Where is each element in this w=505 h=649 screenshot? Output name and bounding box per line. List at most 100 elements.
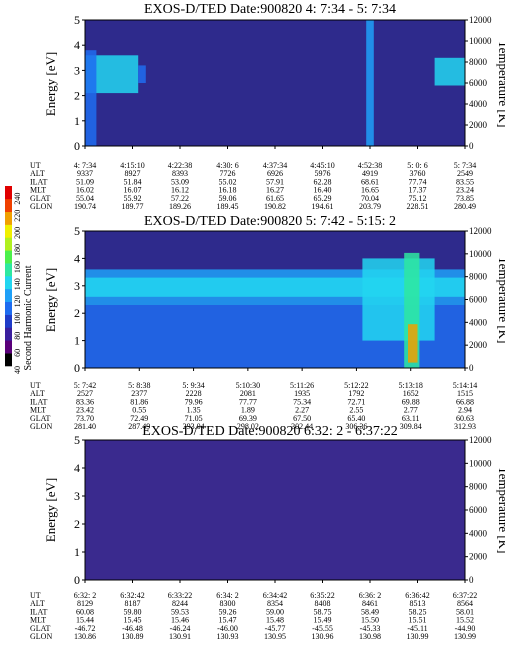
ephemeris-cell: 130.99 — [454, 632, 476, 641]
ephemeris-cell: 228.51 — [407, 202, 429, 211]
colorbar-tick-label: 220 — [13, 210, 22, 222]
ephemeris-cell: 60.63 — [456, 414, 474, 423]
colorbar-tick-label: 160 — [13, 261, 22, 273]
y-tick-label: 3 — [74, 63, 80, 77]
ephemeris-cell: 4:30: 6 — [216, 161, 238, 170]
ephemeris-cell: 5976 — [315, 169, 331, 178]
y2-tick-label: 4000 — [469, 528, 488, 538]
ephemeris-cell: 281.40 — [74, 422, 96, 431]
ephemeris-cell: 130.91 — [169, 632, 191, 641]
colorbar-swatch — [5, 301, 12, 315]
ephemeris-row-label: GLON — [30, 632, 52, 641]
ephemeris-cell: 280.49 — [454, 202, 476, 211]
colorbar-tick-label: 200 — [13, 227, 22, 239]
y-tick-label: 3 — [74, 279, 80, 293]
colorbar-swatch — [5, 263, 12, 277]
ephemeris-cell: -45.77 — [265, 624, 286, 633]
ephemeris-row-label: MLT — [30, 616, 46, 625]
y-tick-label: 5 — [74, 433, 80, 447]
ephemeris-cell: -46.00 — [217, 624, 238, 633]
ephemeris-cell: 6:34: 2 — [216, 591, 238, 600]
ephemeris-row-label: UT — [30, 161, 41, 170]
ephemeris-cell: 130.93 — [217, 632, 239, 641]
ephemeris-cell: 16.27 — [266, 186, 284, 195]
panel-2-ylabel-right: Temperature [K] — [496, 257, 505, 344]
y2-tick-label: 8000 — [469, 272, 488, 282]
ephemeris-row-label: ILAT — [30, 607, 47, 616]
ephemeris-cell: 1515 — [457, 389, 473, 398]
ephemeris-cell: 79.96 — [185, 397, 203, 406]
y2-tick-label: 2000 — [469, 120, 488, 130]
y-tick-label: 2 — [74, 306, 80, 320]
ephemeris-cell: -46.48 — [122, 624, 143, 633]
panel-2-ylabel: Energy [eV] — [43, 268, 58, 332]
ephemeris-cell: 62.28 — [314, 177, 332, 186]
y-tick-label: 1 — [74, 545, 80, 559]
y2-tick-label: 12000 — [469, 226, 492, 236]
heatmap-feature — [434, 57, 465, 86]
ephemeris-cell: 2.55 — [349, 406, 363, 415]
ephemeris-cell: 287.49 — [128, 422, 150, 431]
ephemeris-cell: 16.12 — [171, 186, 189, 195]
colorbar: 40 60 80 100 120 140 160 180 200 220 240 Second Ha… — [5, 186, 34, 374]
ephemeris-cell: 55.04 — [76, 194, 94, 203]
ephemeris-cell: 66.88 — [456, 397, 474, 406]
plot-background — [85, 20, 465, 146]
ephemeris-cell: 81.86 — [130, 397, 148, 406]
ephemeris-cell: 8354 — [267, 599, 283, 608]
ephemeris-cell: 71.05 — [185, 414, 203, 423]
ephemeris-cell: 75.34 — [293, 397, 311, 406]
ephemeris-cell: 70.04 — [361, 194, 379, 203]
ephemeris-cell: 23.42 — [76, 406, 94, 415]
ephemeris-cell: 4:15:10 — [120, 161, 144, 170]
ephemeris-cell: 4:37:34 — [263, 161, 287, 170]
y-tick-label: 4 — [74, 461, 80, 475]
ephemeris-cell: 5: 0: 6 — [407, 161, 427, 170]
panel-3: EXOS-D/TED Date:900820 6:32: 2 - 6:37:22… — [30, 424, 505, 641]
ephemeris-cell: 302.44 — [291, 422, 313, 431]
ephemeris-cell: 130.99 — [407, 632, 429, 641]
ephemeris-cell: 51.09 — [76, 177, 94, 186]
ephemeris-cell: 73.85 — [456, 194, 474, 203]
ephemeris-cell: 67.50 — [293, 414, 311, 423]
y2-tick-label: 4000 — [469, 99, 488, 109]
ephemeris-cell: 8461 — [362, 599, 378, 608]
colorbar-swatch — [5, 186, 12, 200]
ephemeris-cell: 69.39 — [239, 414, 257, 423]
ephemeris-cell: 15.52 — [456, 616, 474, 625]
ephemeris-cell: 61.65 — [266, 194, 284, 203]
ephemeris-cell: 0.55 — [132, 406, 146, 415]
ephemeris-cell: 72.49 — [130, 414, 148, 423]
ephemeris-cell: 59.53 — [171, 607, 189, 616]
y2-tick-label: 0 — [469, 575, 474, 585]
ephemeris-cell: 4:22:38 — [168, 161, 192, 170]
ephemeris-cell: 5:11:26 — [290, 381, 314, 390]
colorbar-swatch — [5, 198, 12, 213]
ephemeris-cell: 4919 — [362, 169, 378, 178]
colorbar-swatch — [5, 327, 12, 341]
ephemeris-cell: 65.29 — [314, 194, 332, 203]
ephemeris-cell: 8408 — [315, 599, 331, 608]
ephemeris-row-label: MLT — [30, 186, 46, 195]
panel-1: EXOS-D/TED Date:900820 4: 7:34 - 5: 7:34… — [30, 2, 505, 211]
ephemeris-row-label: ILAT — [30, 397, 47, 406]
ephemeris-cell: 8564 — [457, 599, 473, 608]
y-tick-label: 5 — [74, 224, 80, 238]
ephemeris-cell: 77.74 — [409, 177, 427, 186]
ephemeris-cell: 6:32:42 — [120, 591, 144, 600]
ephemeris-cell: 1792 — [348, 389, 364, 398]
panel-2-title: EXOS-D/TED Date:900820 5: 7:42 - 5:15: 2 — [144, 214, 396, 229]
colorbar-tick-label: 80 — [13, 332, 22, 340]
ephemeris-cell: 8187 — [125, 599, 141, 608]
ephemeris-cell: 77.77 — [239, 397, 257, 406]
ephemeris-cell: 5:14:14 — [453, 381, 477, 390]
y-tick-label: 4 — [74, 38, 80, 52]
ephemeris-cell: 8927 — [125, 169, 141, 178]
ephemeris-cell: 83.55 — [456, 177, 474, 186]
ephemeris-cell: 15.47 — [219, 616, 237, 625]
y-tick-label: 2 — [74, 89, 80, 103]
heatmap-feature — [362, 258, 435, 341]
y-tick-label: 0 — [74, 139, 80, 153]
ephemeris-cell: 83.36 — [76, 397, 94, 406]
